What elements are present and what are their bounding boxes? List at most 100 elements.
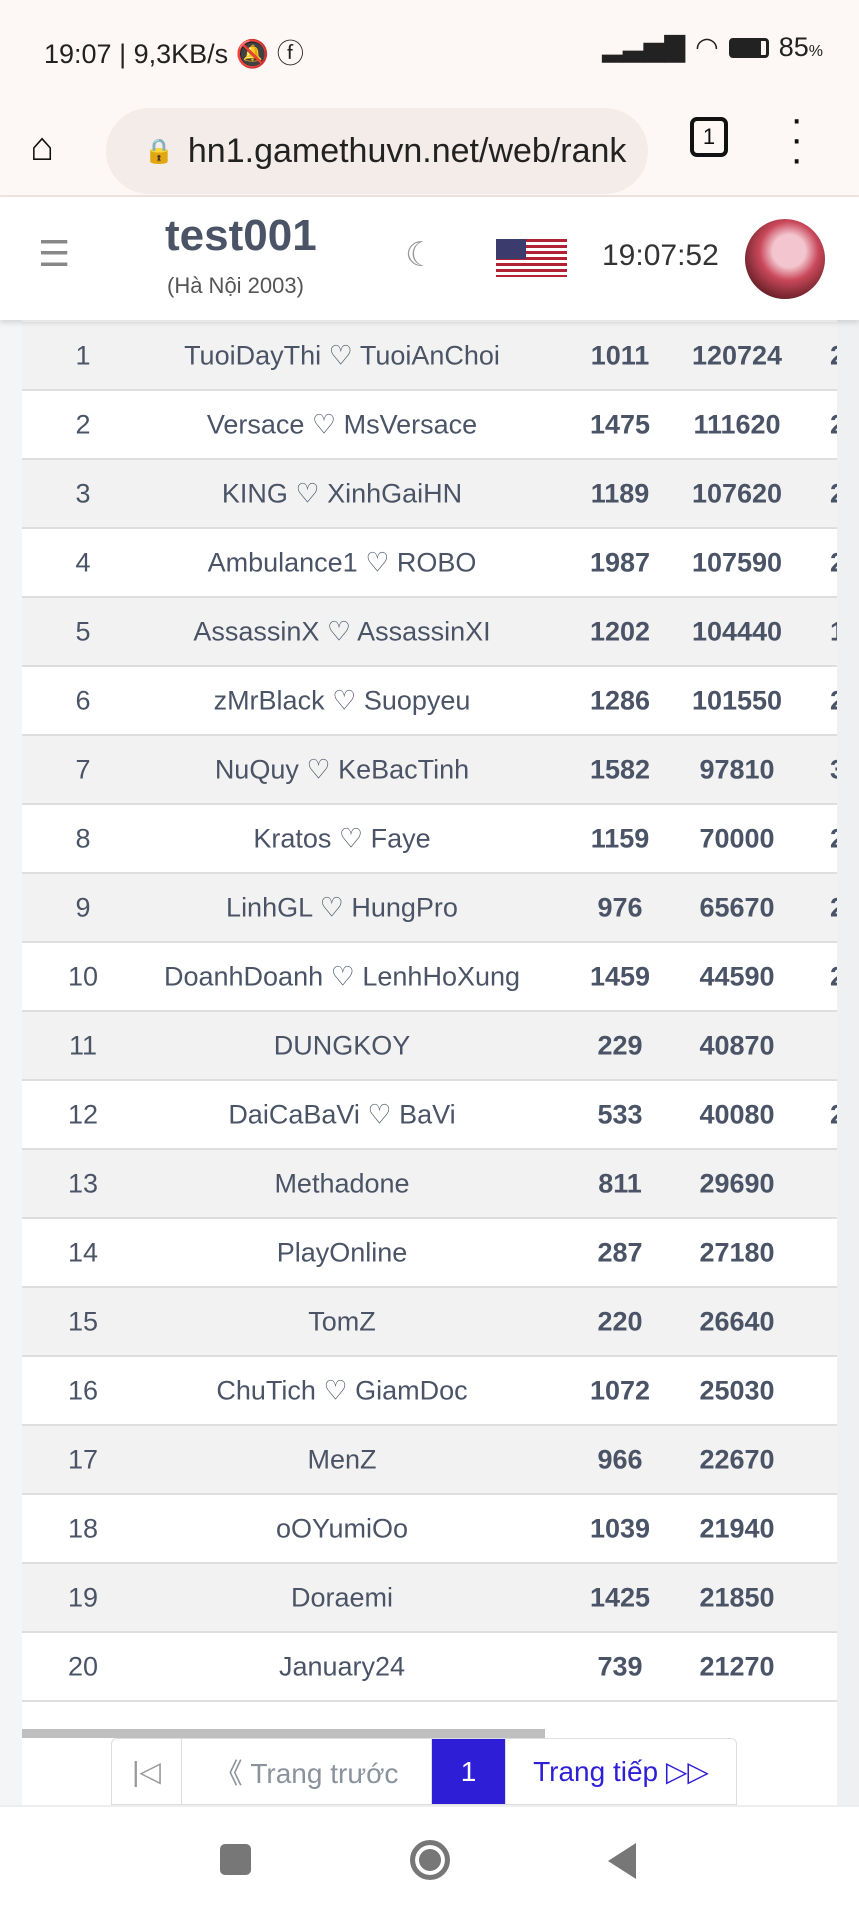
partner-name[interactable]: MsVersace — [343, 409, 478, 439]
hamburger-menu-icon[interactable]: ☰ — [38, 233, 71, 274]
vertical-scrollbar-track[interactable] — [837, 320, 859, 1805]
player-name[interactable]: Doraemi — [290, 1582, 394, 1612]
name-cell: NuQuy ♡ KeBacTinh — [122, 754, 562, 785]
heart-icon: ♡ — [338, 823, 364, 853]
player-name[interactable]: DaiCaBaVi — [228, 1099, 360, 1129]
rank-cell: 12 — [67, 1099, 99, 1129]
player-name[interactable]: Kratos — [253, 823, 332, 853]
name-cell: MenZ — [122, 1444, 562, 1475]
page-1-button[interactable]: 1 — [432, 1739, 506, 1804]
level-cell: 1039 — [589, 1513, 651, 1543]
partner-name[interactable]: GiamDoc — [355, 1375, 468, 1405]
player-name[interactable]: oOYumiOo — [275, 1513, 409, 1543]
player-name[interactable]: NuQuy — [214, 754, 299, 784]
player-name[interactable]: ChuTich — [216, 1375, 316, 1405]
rank-cell: 17 — [67, 1444, 99, 1474]
player-name[interactable]: Methadone — [274, 1168, 410, 1198]
score-cell: 101550 — [691, 685, 783, 715]
status-bar: 19:07 | 9,3KB/s 🔕 ⓕ ▂▃▅▇ ◠ 85% — [0, 0, 859, 95]
rank-cell: 19 — [67, 1582, 99, 1612]
name-cell: Kratos ♡ Faye — [122, 823, 562, 854]
level-cell: 533 — [597, 1099, 643, 1129]
player-name[interactable]: PlayOnline — [276, 1237, 408, 1267]
player-name[interactable]: January24 — [278, 1651, 406, 1681]
partner-name[interactable]: XinhGaiHN — [327, 478, 463, 508]
dark-mode-moon-icon[interactable]: ☾ — [405, 236, 436, 274]
us-flag-icon[interactable] — [496, 239, 567, 277]
page-title: test001 — [165, 211, 317, 260]
player-name[interactable]: LinhGL — [226, 892, 313, 922]
heart-icon: ♡ — [326, 616, 352, 646]
partner-name[interactable]: LenhHoXung — [362, 961, 521, 991]
heart-icon: ♡ — [306, 754, 331, 784]
score-cell: 21940 — [699, 1513, 775, 1543]
prev-page-button[interactable]: 《 Trang trước — [182, 1739, 432, 1804]
name-cell: zMrBlack ♡ Suopyeu — [122, 685, 562, 716]
facebook-icon: ⓕ — [276, 39, 304, 69]
player-name[interactable]: MenZ — [307, 1444, 377, 1474]
level-cell: 1475 — [589, 409, 651, 439]
score-cell: 44590 — [699, 961, 775, 991]
user-avatar[interactable] — [745, 219, 825, 299]
name-cell: DoanhDoanh ♡ LenhHoXung — [122, 961, 562, 992]
level-cell: 739 — [597, 1651, 643, 1681]
partner-name[interactable]: KeBacTinh — [338, 754, 470, 784]
rank-cell: 15 — [67, 1306, 99, 1336]
table-row: 15 TomZ 220 26640 — [22, 1288, 837, 1357]
rank-cell: 8 — [75, 823, 91, 853]
level-cell: 811 — [598, 1168, 642, 1198]
back-button[interactable] — [608, 1843, 636, 1879]
player-name[interactable]: DUNGKOY — [273, 1030, 411, 1060]
score-cell: 104440 — [691, 616, 783, 646]
level-cell: 229 — [597, 1030, 643, 1060]
home-icon[interactable]: ⌂ — [30, 125, 55, 169]
partner-name[interactable]: BaVi — [399, 1099, 456, 1129]
player-name[interactable]: TuoiDayThi — [184, 340, 322, 370]
partner-name[interactable]: AssassinXI — [357, 616, 491, 646]
rank-cell: 2 — [75, 409, 91, 439]
heart-icon: ♡ — [323, 1375, 348, 1405]
score-cell: 25030 — [699, 1375, 775, 1405]
heart-icon: ♡ — [328, 340, 353, 370]
recents-button[interactable] — [220, 1844, 251, 1875]
url-text: hn1.gamethuvn.net/web/rank — [187, 131, 627, 170]
table-row: 14 PlayOnline 287 27180 — [22, 1219, 837, 1288]
battery-icon — [728, 37, 769, 58]
player-name[interactable]: Ambulance1 — [207, 547, 358, 577]
level-cell: 1159 — [590, 823, 650, 853]
name-cell: Versace ♡ MsVersace — [122, 409, 562, 440]
player-name[interactable]: TomZ — [308, 1306, 376, 1336]
partner-name[interactable]: ROBO — [396, 547, 477, 577]
first-page-button[interactable]: |◁ — [112, 1739, 182, 1804]
level-cell: 1987 — [589, 547, 651, 577]
score-cell: 27180 — [699, 1237, 775, 1267]
menu-dots-icon[interactable]: · · · — [790, 97, 804, 181]
level-cell: 966 — [597, 1444, 643, 1474]
tab-switcher-button[interactable]: 1 — [690, 117, 728, 157]
partner-name[interactable]: HungPro — [351, 892, 458, 922]
rank-cell: 9 — [75, 892, 91, 922]
partner-name[interactable]: Faye — [370, 823, 431, 853]
player-name[interactable]: DoanhDoanh — [163, 961, 324, 991]
partner-name[interactable]: TuoiAnChoi — [359, 340, 500, 370]
home-button[interactable] — [410, 1840, 450, 1880]
partner-name[interactable]: Suopyeu — [363, 685, 471, 715]
network-speed: 9,3KB/s — [133, 39, 229, 69]
player-name[interactable]: AssassinX — [193, 616, 320, 646]
next-page-button[interactable]: Trang tiếp ▷▷ — [533, 1756, 709, 1787]
battery-unit: % — [808, 43, 823, 60]
table-row: 18 oOYumiOo 1039 21940 — [22, 1495, 837, 1564]
page-gutter — [0, 320, 22, 1805]
address-bar[interactable]: 🔒 hn1.gamethuvn.net/web/rank — [106, 108, 648, 194]
player-name[interactable]: KING — [221, 478, 288, 508]
rank-cell: 7 — [75, 754, 91, 784]
player-name[interactable]: zMrBlack — [213, 685, 325, 715]
player-name[interactable]: Versace — [206, 409, 305, 439]
table-row: 20 January24 739 21270 — [22, 1633, 837, 1702]
name-cell: PlayOnline — [122, 1237, 562, 1268]
horizontal-scrollbar[interactable] — [22, 1729, 545, 1738]
